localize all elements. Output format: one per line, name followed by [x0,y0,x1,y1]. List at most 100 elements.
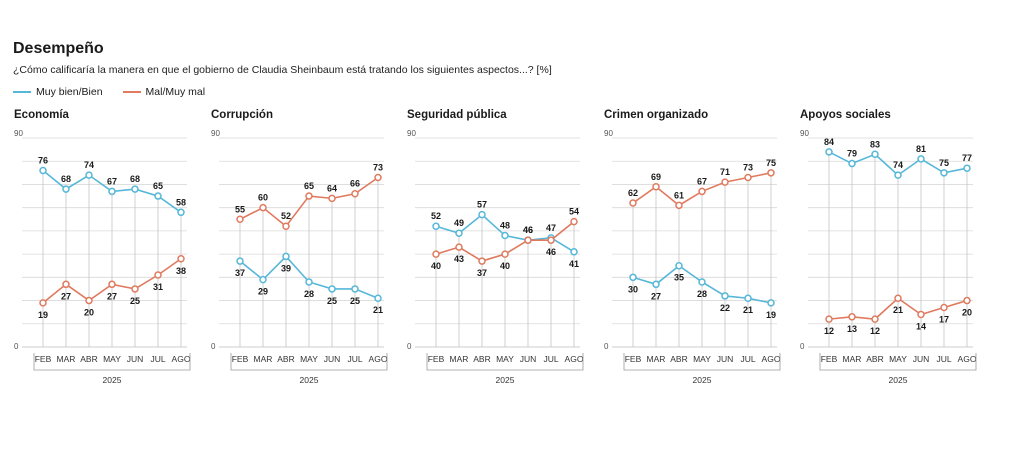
point-4-0-1 [848,159,856,168]
data-label-3-1-2: 61 [674,190,684,200]
data-label-1-1-6: 73 [373,162,383,172]
data-label-2-0-6: 41 [569,259,579,269]
point-3-1-6 [767,169,775,177]
xtick-label-2-5: JUL [543,354,558,364]
point-0-0-5 [154,192,162,200]
ytick-label-4-top: 90 [800,129,809,138]
xtick-label-1-3: MAY [300,354,318,364]
point-4-1-2 [871,315,879,323]
xtick-label-3-5: JUL [740,354,755,364]
point-4-0-4 [917,155,925,163]
data-label-3-0-3: 28 [697,289,707,299]
data-label-1-0-0: 37 [235,268,245,278]
data-label-2-1-6: 54 [569,207,579,217]
data-label-0-1-6: 38 [176,266,186,276]
year-bracket-1 [230,353,388,371]
panel-title-0: Economía [14,109,70,121]
page-subtitle: ¿Cómo calificaría la manera en que el go… [13,64,552,76]
point-3-0-3 [698,278,706,286]
data-label-0-0-1: 68 [61,174,71,184]
data-label-1-0-2: 39 [281,263,291,273]
data-label-0-0-4: 68 [130,174,140,184]
point-2-0-3 [501,231,509,240]
xtick-label-2-1: MAR [450,354,469,364]
data-label-0-0-6: 58 [176,197,186,207]
point-4-1-0 [825,315,833,323]
point-1-1-3 [305,192,313,200]
year-label-0: 2025 [103,375,122,385]
ytick-label-2-bottom: 0 [407,342,412,351]
point-3-0-0 [629,273,637,282]
point-4-1-4 [917,310,925,319]
xtick-label-0-6: AGO [172,354,191,364]
xtick-label-0-1: MAR [57,354,76,364]
point-0-1-0 [39,299,47,307]
ytick-label-3-bottom: 0 [604,342,609,351]
data-label-0-1-3: 27 [107,291,117,301]
xtick-label-2-3: MAY [496,354,514,364]
legend-item-blue: Muy bien/Bien [13,86,103,98]
xtick-label-3-1: MAR [647,354,666,364]
data-label-2-0-0: 52 [431,211,441,221]
data-label-1-0-4: 25 [327,296,337,306]
ytick-label-2-top: 90 [407,129,416,138]
point-1-0-2 [282,252,290,261]
xtick-label-4-0: FEB [821,354,838,364]
data-label-2-1-1: 43 [454,254,464,264]
year-label-2: 2025 [496,375,515,385]
ytick-label-3-top: 90 [604,129,613,138]
data-label-0-0-2: 74 [84,160,94,170]
data-label-4-0-1: 79 [847,149,857,159]
xtick-label-1-6: AGO [369,354,388,364]
data-label-1-0-3: 28 [304,289,314,299]
data-label-4-1-2: 12 [870,326,880,336]
data-label-4-0-6: 77 [962,153,972,163]
data-label-0-1-2: 20 [84,308,94,318]
data-label-4-0-4: 81 [916,144,926,154]
point-1-1-6 [374,173,382,182]
point-1-1-5 [351,189,359,198]
ytick-label-4-bottom: 0 [800,342,805,351]
data-label-3-0-4: 22 [720,303,730,313]
xtick-label-0-5: JUL [150,354,165,364]
xtick-label-0-3: MAY [103,354,121,364]
data-label-3-0-2: 35 [674,273,684,283]
point-2-0-1 [455,229,463,237]
point-2-1-0 [432,250,440,258]
data-label-3-0-5: 21 [743,305,753,315]
data-label-2-0-5: 47 [546,223,556,233]
xtick-label-3-4: JUN [717,354,734,364]
xtick-label-4-6: AGO [958,354,977,364]
data-label-0-0-3: 67 [107,176,117,186]
point-4-0-5 [940,169,948,177]
point-0-0-1 [62,185,70,193]
point-4-0-3 [894,171,902,179]
data-label-1-0-5: 25 [350,296,360,306]
year-bracket-3 [623,353,781,371]
point-4-1-6 [963,296,971,305]
xtick-label-2-4: JUN [520,354,537,364]
data-label-0-1-4: 25 [130,296,140,306]
xtick-label-3-6: AGO [762,354,781,364]
data-label-0-1-5: 31 [153,282,163,292]
data-label-1-1-2: 52 [281,211,291,221]
point-0-1-4 [131,285,139,293]
page-title: Desempeño [13,40,104,57]
data-label-0-1-0: 19 [38,310,48,320]
point-3-0-2 [675,261,683,270]
data-label-3-1-1: 69 [651,172,661,182]
panel-title-4: Apoyos sociales [800,109,891,121]
ytick-label-0-bottom: 0 [14,342,19,351]
ytick-label-1-top: 90 [211,129,220,138]
point-0-1-2 [85,296,93,305]
xtick-label-1-4: JUN [324,354,341,364]
legend-label-blue: Muy bien/Bien [36,86,103,98]
data-label-3-1-0: 62 [628,188,638,198]
xtick-label-4-4: JUN [913,354,930,364]
data-label-2-0-1: 49 [454,218,464,228]
xtick-label-1-1: MAR [254,354,273,364]
year-label-1: 2025 [300,375,319,385]
point-2-0-6 [570,248,578,256]
data-label-3-0-6: 19 [766,310,776,320]
point-0-0-0 [39,166,47,175]
